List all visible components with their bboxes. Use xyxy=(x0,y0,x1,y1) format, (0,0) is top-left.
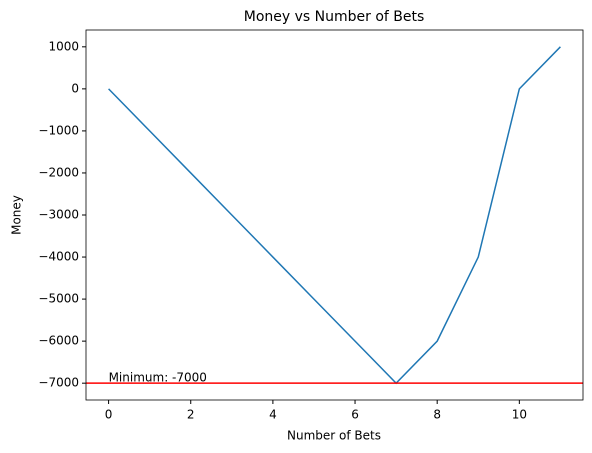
x-tick-label: 0 xyxy=(105,408,113,422)
line-series xyxy=(108,46,561,385)
plot-frame xyxy=(85,29,584,401)
reference-label: Minimum: -7000 xyxy=(109,371,207,385)
y-tick-label: 1000 xyxy=(48,39,79,53)
x-tick-label: 2 xyxy=(187,408,195,422)
chart-title: Money vs Number of Bets xyxy=(244,9,425,25)
y-axis-label: Money xyxy=(10,195,24,235)
y-tick-label: −7000 xyxy=(38,376,79,390)
y-tick-label: −1000 xyxy=(38,123,79,137)
x-axis-label: Number of Bets xyxy=(287,429,381,443)
x-tick-label: 10 xyxy=(512,408,527,422)
x-tick-label: 6 xyxy=(351,408,359,422)
y-tick-label: −3000 xyxy=(38,208,79,222)
x-tick-label: 4 xyxy=(269,408,277,422)
y-tick-label: 0 xyxy=(71,81,79,95)
y-tick-label: −6000 xyxy=(38,334,79,348)
y-tick-label: −5000 xyxy=(38,292,79,306)
x-tick-label: 8 xyxy=(433,408,441,422)
y-tick-label: −4000 xyxy=(38,250,79,264)
y-tick-label: −2000 xyxy=(38,165,79,179)
